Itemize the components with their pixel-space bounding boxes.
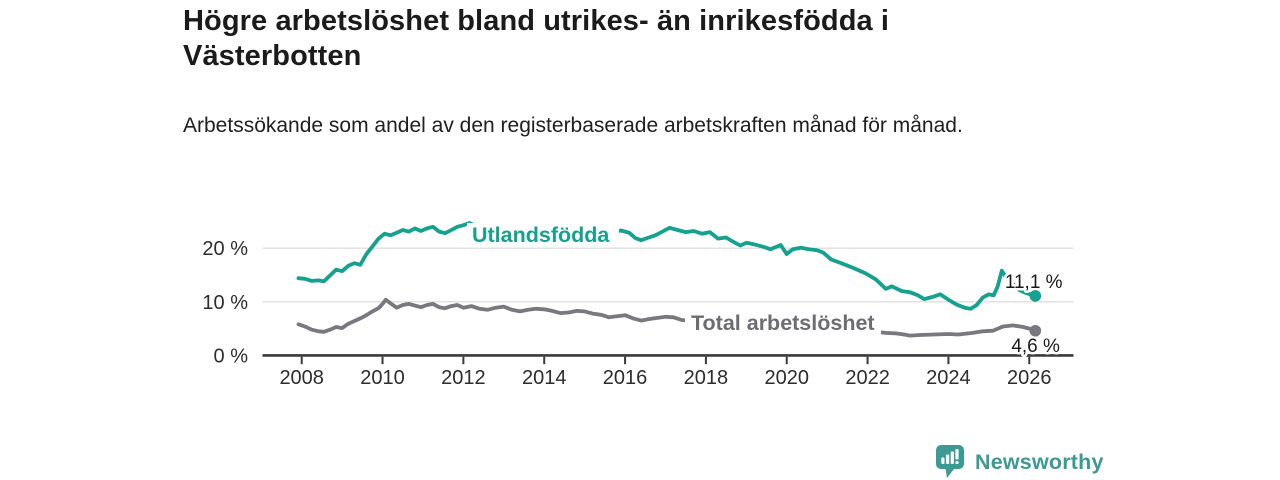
x-tick-label: 2012 (441, 367, 486, 389)
x-tick-label: 2010 (360, 367, 405, 389)
chart-subtitle: Arbetssökande som andel av den registerb… (183, 114, 963, 137)
x-tick-label: 2022 (845, 367, 890, 389)
x-tick-label: 2020 (764, 367, 809, 389)
newsworthy-logo: Newsworthy (936, 445, 1104, 479)
end-dot-utlandsfodda (1029, 290, 1042, 302)
label-backdrop-utlandsfodda (467, 223, 619, 247)
bar-chart-pin-icon (936, 445, 964, 478)
x-tick-label: 2024 (926, 367, 971, 389)
end-value-label-utlandsfodda: 11,1 % (1005, 272, 1063, 293)
series-label-total-arbetsloshet: Total arbetslöshet (691, 311, 875, 335)
chart-title: Högre arbetslöshet bland utrikes- än inr… (183, 5, 890, 73)
x-tick-label: 2008 (279, 367, 324, 389)
end-value-label-total-arbetsloshet: 4,6 % (1011, 336, 1060, 357)
end-dot-total-arbetsloshet (1029, 324, 1042, 337)
x-tick-label: 2014 (522, 367, 567, 389)
series-line-total-arbetsloshet (296, 297, 1038, 338)
brand-name: Newsworthy (975, 449, 1104, 474)
y-tick-label: 20 % (202, 238, 248, 260)
x-tick-label: 2016 (603, 367, 648, 389)
x-tick-label: 2026 (1007, 367, 1052, 389)
y-tick-label: 10 % (202, 292, 248, 314)
x-tick-label: 2018 (684, 367, 729, 389)
series-label-utlandsfodda: Utlandsfödda (472, 223, 610, 247)
series-line-utlandsfodda (296, 221, 1038, 311)
label-backdrop-total-arbetsloshet (685, 313, 881, 337)
y-tick-label: 0 % (214, 345, 249, 367)
